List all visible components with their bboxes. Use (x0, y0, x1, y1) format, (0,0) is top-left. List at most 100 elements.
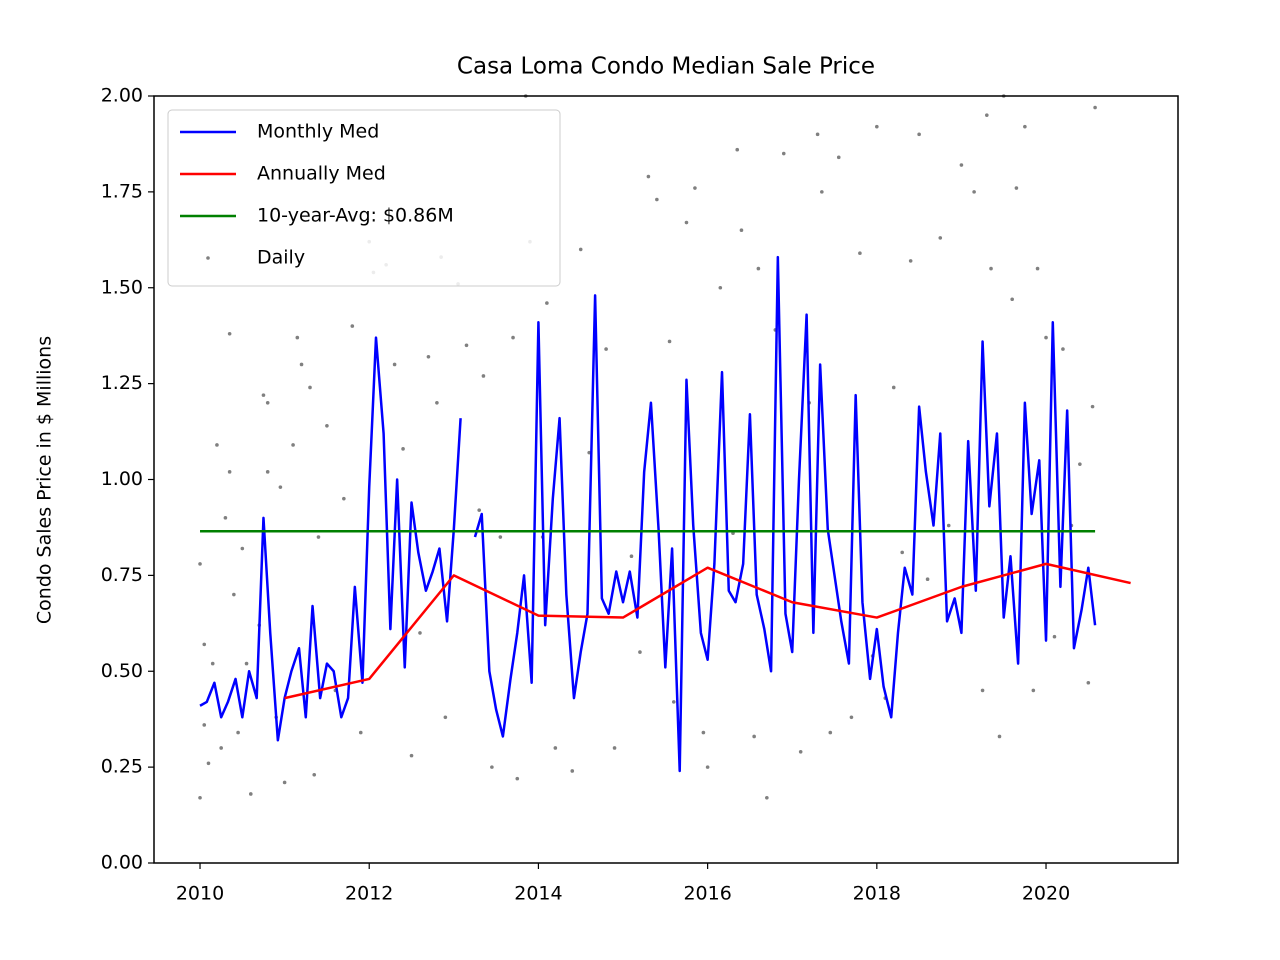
daily-point (358, 730, 363, 735)
legend-box (167, 109, 561, 287)
daily-point (752, 734, 756, 739)
daily-point (989, 266, 993, 271)
daily-point (325, 424, 329, 428)
daily-point (997, 734, 1002, 739)
series-line (199, 255, 1097, 773)
daily-point (308, 385, 312, 390)
daily-point (426, 354, 431, 359)
y-tick-label: 1.25 (101, 372, 143, 394)
daily-point (1061, 347, 1065, 351)
legend-label: Annually Med (257, 163, 386, 185)
daily-point (202, 642, 207, 647)
daily-point (875, 124, 879, 129)
y-axis-label: Condo Sales Price in $ Millions (34, 336, 56, 624)
daily-point (227, 331, 232, 336)
chart-title: Casa Loma Condo Median Sale Price (457, 54, 875, 80)
daily-point (798, 749, 803, 754)
daily-point (1023, 124, 1027, 129)
daily-point (215, 443, 219, 447)
x-tick-label: 2016 (683, 883, 731, 905)
daily-point (248, 792, 253, 796)
daily-point (735, 147, 740, 152)
daily-point (1035, 266, 1040, 271)
daily-point (350, 324, 355, 328)
x-tick-label: 2014 (514, 883, 562, 905)
daily-point (477, 508, 482, 512)
daily-point (1031, 688, 1036, 693)
daily-point (671, 700, 676, 704)
daily-point (219, 746, 223, 750)
daily-point (232, 592, 236, 597)
daily-point (515, 776, 520, 781)
plot-area (198, 94, 1131, 800)
daily-point (265, 470, 270, 474)
y-tick-label: 1.75 (101, 180, 143, 202)
y-tick-label: 0.25 (101, 756, 143, 778)
daily-point (684, 220, 689, 225)
daily-point (282, 780, 287, 785)
legend-label: 10-year-Avg: $0.86M (257, 205, 454, 227)
daily-point (655, 197, 659, 202)
daily-point (553, 746, 558, 750)
daily-point (646, 174, 651, 179)
daily-point (443, 715, 448, 720)
daily-point (578, 247, 583, 252)
daily-point (198, 796, 202, 800)
daily-point (820, 190, 824, 194)
daily-point (925, 577, 930, 582)
daily-point (299, 362, 304, 367)
daily-point (604, 347, 608, 351)
daily-point (985, 113, 989, 117)
daily-point (701, 730, 706, 735)
legend-label: Monthly Med (257, 121, 379, 143)
daily-point (718, 285, 723, 290)
daily-point (693, 186, 697, 190)
daily-point (511, 335, 515, 340)
daily-point (667, 339, 672, 344)
x-tick-label: 2010 (176, 883, 224, 905)
daily-point (202, 723, 207, 727)
daily-point (765, 796, 769, 800)
daily-point (781, 151, 786, 156)
daily-point (980, 688, 985, 693)
daily-point (739, 228, 744, 233)
daily-point (1014, 186, 1019, 190)
y-tick-label: 0.75 (101, 564, 143, 586)
legend: Monthly Med Annually Med 10-year-Avg: $0.8… (167, 109, 561, 287)
daily-point (545, 301, 549, 305)
daily-point (227, 470, 232, 474)
daily-point (291, 443, 295, 447)
y-tick-label: 1.50 (101, 276, 143, 298)
daily-point (570, 769, 575, 773)
daily-point (342, 496, 346, 501)
daily-point (244, 661, 249, 666)
daily-point (828, 730, 833, 735)
daily-point (418, 631, 422, 635)
daily-point (858, 251, 862, 256)
daily-point (401, 447, 405, 451)
legend-label: Daily (257, 247, 305, 269)
daily-point (498, 535, 503, 539)
daily-point (409, 753, 414, 758)
daily-point (206, 761, 211, 766)
daily-point (638, 650, 642, 654)
daily-point (1052, 634, 1057, 639)
daily-point (392, 362, 397, 367)
daily-point (490, 765, 494, 769)
daily-point (815, 132, 820, 137)
daily-point (261, 393, 266, 397)
daily-point (836, 155, 841, 160)
daily-point (1044, 335, 1048, 340)
series-line (284, 562, 1131, 700)
daily-point (1010, 297, 1014, 302)
y-tick-label: 0.00 (101, 852, 143, 874)
daily-point (210, 661, 215, 666)
y-tick-label: 1.00 (101, 468, 143, 490)
daily-point (240, 546, 245, 551)
x-tick-label: 2018 (853, 883, 901, 905)
daily-point (938, 236, 943, 240)
y-tick-label: 0.50 (101, 660, 143, 682)
daily-point (629, 554, 634, 558)
legend-marker (206, 256, 210, 260)
